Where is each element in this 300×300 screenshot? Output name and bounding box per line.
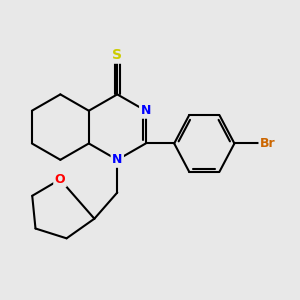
Text: N: N	[112, 153, 122, 166]
Text: N: N	[141, 104, 151, 117]
Text: O: O	[55, 173, 65, 186]
Text: Br: Br	[260, 137, 276, 150]
Text: S: S	[112, 48, 122, 62]
